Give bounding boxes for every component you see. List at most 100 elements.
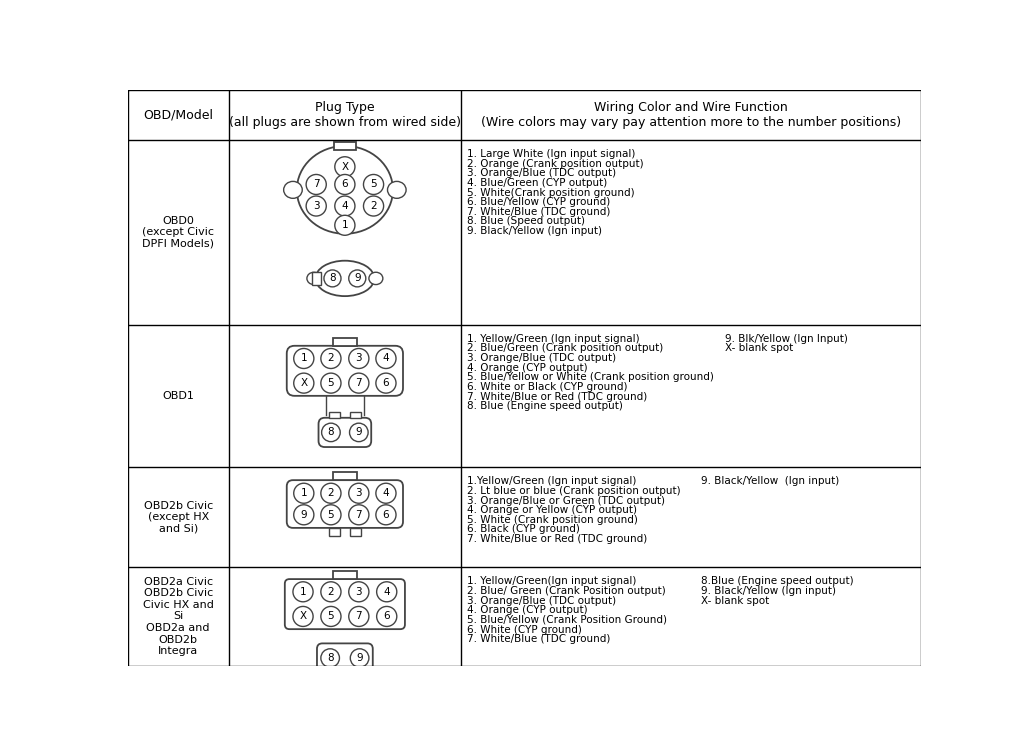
Circle shape (375, 483, 396, 503)
Text: 1.Yellow/Green (Ign input signal): 1.Yellow/Green (Ign input signal) (468, 476, 636, 486)
Text: 8: 8 (326, 653, 333, 663)
Text: 5: 5 (327, 378, 335, 388)
Text: 7: 7 (356, 510, 362, 520)
Circle shape (376, 607, 397, 627)
Circle shape (294, 373, 314, 393)
Circle shape (350, 649, 369, 667)
Text: 7. White/Blue or Red (TDC ground): 7. White/Blue or Red (TDC ground) (468, 534, 648, 544)
Text: 9. Blk/Yellow (Ign Input): 9. Blk/Yellow (Ign Input) (724, 334, 847, 344)
FancyBboxPatch shape (318, 418, 371, 447)
Circle shape (321, 505, 341, 525)
Text: 5: 5 (327, 510, 335, 520)
FancyBboxPatch shape (286, 346, 403, 396)
Circle shape (375, 373, 396, 393)
Text: 9. Black/Yellow (Ign input): 9. Black/Yellow (Ign input) (702, 586, 837, 596)
Circle shape (349, 582, 369, 602)
Text: 5. Blue/Yellow or White (Crank position ground): 5. Blue/Yellow or White (Crank position … (468, 373, 714, 382)
Circle shape (294, 349, 314, 369)
Ellipse shape (315, 261, 374, 296)
Circle shape (376, 582, 397, 602)
Text: 3: 3 (356, 488, 362, 498)
Circle shape (335, 157, 355, 177)
Text: 4. Orange (CYP output): 4. Orange (CYP output) (468, 363, 588, 373)
Text: 4: 4 (383, 488, 390, 498)
Text: 4: 4 (383, 354, 390, 364)
FancyBboxPatch shape (286, 480, 403, 528)
FancyBboxPatch shape (312, 272, 321, 284)
Text: Plug Type
(all plugs are shown from wired side): Plug Type (all plugs are shown from wire… (229, 101, 461, 129)
Circle shape (321, 582, 341, 602)
Text: OBD2b Civic
(except HX
and Si): OBD2b Civic (except HX and Si) (143, 500, 213, 534)
Circle shape (335, 174, 355, 194)
Ellipse shape (307, 272, 321, 284)
FancyBboxPatch shape (333, 571, 356, 579)
Text: 1. Large White (Ign input signal): 1. Large White (Ign input signal) (468, 149, 635, 159)
FancyBboxPatch shape (329, 411, 341, 418)
Text: 2: 2 (327, 488, 335, 498)
Text: 1: 1 (300, 586, 306, 597)
Circle shape (321, 649, 340, 667)
Text: 3: 3 (313, 201, 319, 211)
Ellipse shape (369, 272, 383, 284)
Circle shape (321, 483, 341, 503)
Circle shape (293, 582, 313, 602)
Circle shape (306, 196, 326, 216)
Circle shape (349, 349, 369, 369)
Circle shape (363, 196, 384, 216)
Circle shape (335, 196, 355, 216)
Text: 7. White/Blue (TDC ground): 7. White/Blue (TDC ground) (468, 206, 611, 217)
Text: 1: 1 (342, 220, 348, 230)
Text: OBD0
(except Civic
DPFI Models): OBD0 (except Civic DPFI Models) (142, 215, 214, 249)
Circle shape (324, 270, 341, 287)
Text: 9: 9 (301, 510, 307, 520)
Text: 5. White (Crank position ground): 5. White (Crank position ground) (468, 515, 638, 525)
Text: 1. Yellow/Green(Ign input signal): 1. Yellow/Green(Ign input signal) (468, 577, 636, 586)
Text: 9. Black/Yellow  (Ign input): 9. Black/Yellow (Ign input) (702, 476, 840, 486)
FancyBboxPatch shape (317, 643, 372, 672)
Text: 8. Blue (Engine speed output): 8. Blue (Engine speed output) (468, 401, 623, 411)
Text: 9: 9 (356, 653, 363, 663)
Circle shape (321, 423, 341, 441)
Text: 2. Blue/ Green (Crank Position output): 2. Blue/ Green (Crank Position output) (468, 586, 666, 596)
Text: 4: 4 (384, 586, 390, 597)
Text: 4. Orange or Yellow (CYP output): 4. Orange or Yellow (CYP output) (468, 505, 637, 515)
Circle shape (349, 270, 366, 287)
Text: 1: 1 (301, 354, 307, 364)
Text: 7: 7 (356, 611, 362, 622)
Text: 3. Orange/Blue (TDC output): 3. Orange/Blue (TDC output) (468, 595, 617, 606)
FancyBboxPatch shape (329, 528, 341, 536)
Text: 3. Orange/Blue (TDC output): 3. Orange/Blue (TDC output) (468, 168, 617, 178)
Text: X- blank spot: X- blank spot (702, 595, 769, 606)
Text: 1: 1 (301, 488, 307, 498)
Circle shape (349, 505, 369, 525)
Circle shape (321, 349, 341, 369)
Text: 8: 8 (329, 274, 336, 283)
Text: 6. Black (CYP ground): 6. Black (CYP ground) (468, 524, 580, 534)
Text: 7: 7 (356, 378, 362, 388)
Text: OBD1: OBD1 (163, 391, 194, 401)
Text: 6. White or Black (CYP ground): 6. White or Black (CYP ground) (468, 382, 628, 392)
Text: X: X (300, 611, 307, 622)
Text: 4: 4 (342, 201, 348, 211)
Text: 6. Blue/Yellow (CYP ground): 6. Blue/Yellow (CYP ground) (468, 197, 611, 207)
Text: 2: 2 (327, 354, 335, 364)
FancyBboxPatch shape (333, 473, 356, 480)
Text: 2: 2 (327, 586, 335, 597)
Text: OBD/Model: OBD/Model (143, 108, 213, 121)
Text: OBD2a Civic
OBD2b Civic
Civic HX and
Si
OBD2a and
OBD2b
Integra: OBD2a Civic OBD2b Civic Civic HX and Si … (143, 577, 214, 656)
Circle shape (375, 349, 396, 369)
Text: 9: 9 (356, 427, 362, 438)
Text: 1. Yellow/Green (Ign input signal): 1. Yellow/Green (Ign input signal) (468, 334, 640, 344)
Circle shape (335, 215, 355, 236)
Text: 2. Orange (Crank position output): 2. Orange (Crank position output) (468, 159, 643, 169)
FancyBboxPatch shape (350, 528, 361, 536)
Ellipse shape (297, 146, 393, 233)
Text: 8. Blue (Speed output): 8. Blue (Speed output) (468, 216, 585, 227)
Text: 7. White/Blue (TDC ground): 7. White/Blue (TDC ground) (468, 634, 611, 644)
Circle shape (349, 373, 369, 393)
Text: 6: 6 (342, 180, 348, 189)
Text: 5. White(Crank position ground): 5. White(Crank position ground) (468, 188, 635, 197)
Text: 5. Blue/Yellow (Crank Position Ground): 5. Blue/Yellow (Crank Position Ground) (468, 615, 667, 625)
Circle shape (363, 174, 384, 194)
FancyBboxPatch shape (284, 579, 405, 629)
